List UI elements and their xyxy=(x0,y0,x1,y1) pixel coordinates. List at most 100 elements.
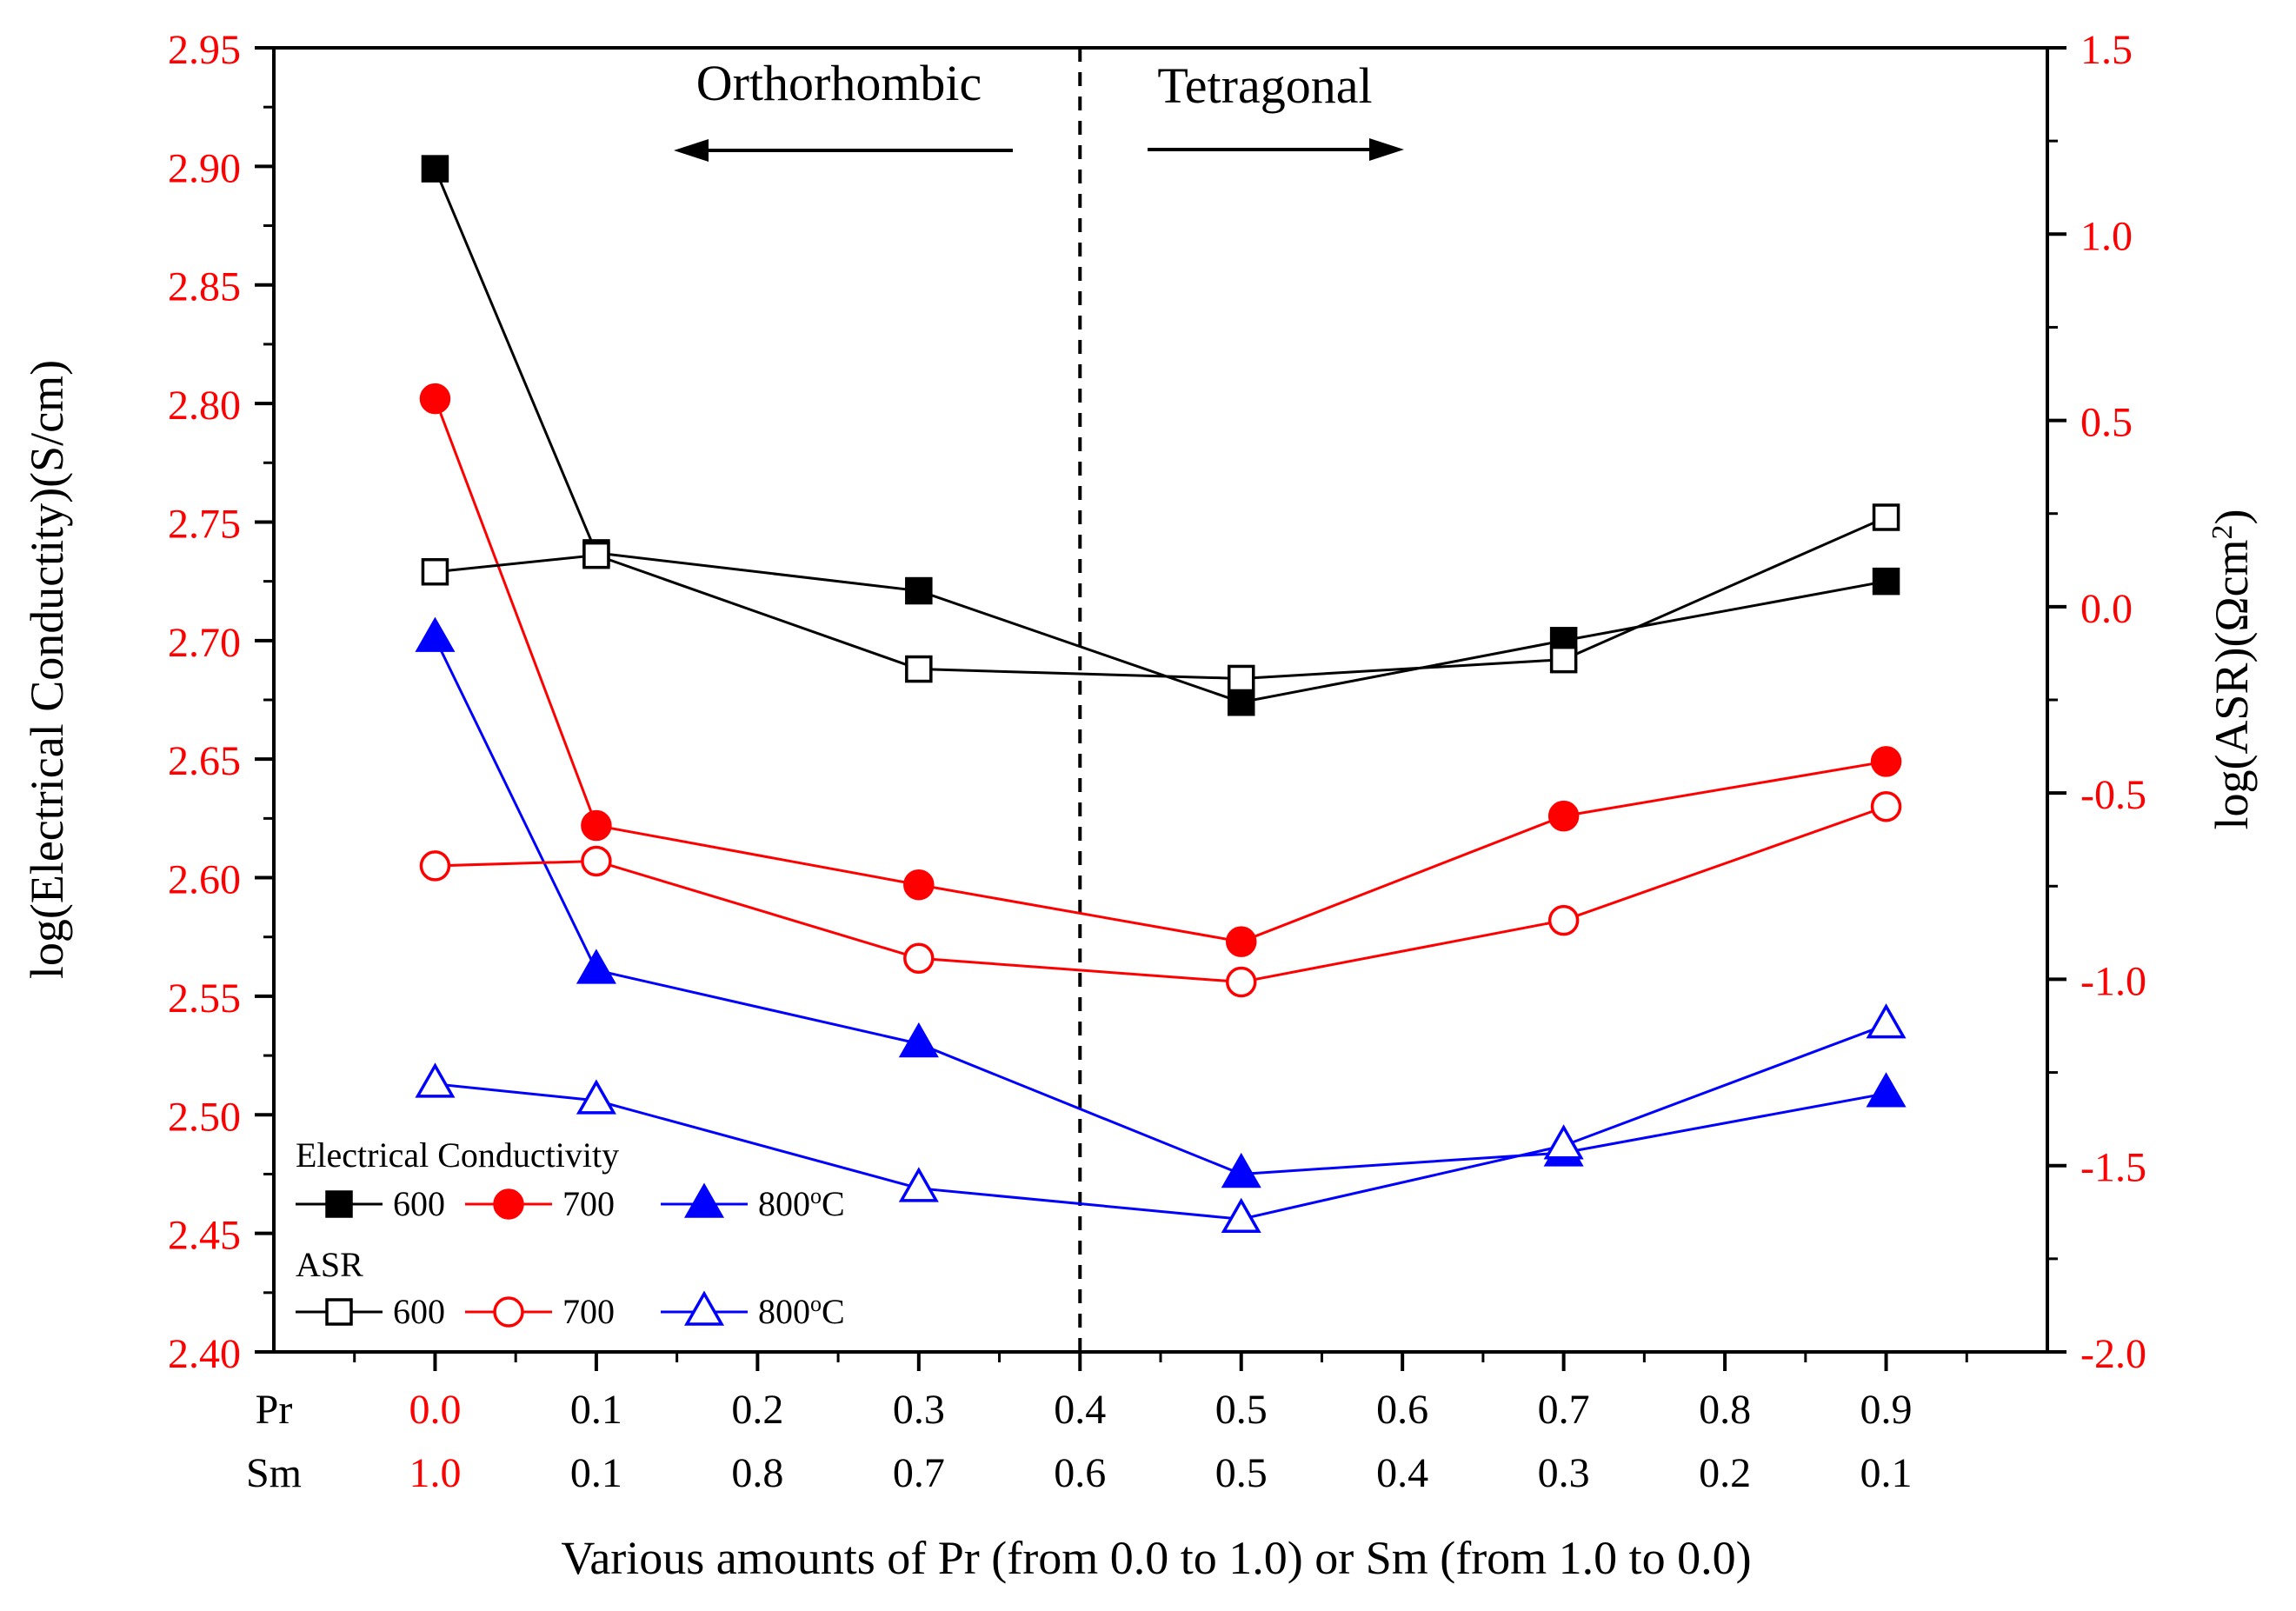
data-point xyxy=(905,576,933,605)
legend-label: 600 xyxy=(393,1292,445,1331)
data-point xyxy=(419,383,451,415)
data-point xyxy=(1543,1124,1584,1160)
data-point xyxy=(1221,1152,1261,1188)
data-point xyxy=(903,869,935,901)
series-asr-700 xyxy=(419,790,1902,998)
y-left-tick-label: 2.90 xyxy=(168,145,241,191)
y-right-tick-label: 0.0 xyxy=(2080,586,2133,632)
x-tick-label-pr: 0.3 xyxy=(893,1387,945,1433)
x-tick-label-pr: 0.5 xyxy=(1215,1387,1268,1433)
legend-marker xyxy=(325,1190,353,1218)
y-left-tick-label: 2.85 xyxy=(168,264,241,310)
series-layer xyxy=(415,155,1907,1234)
x-tick-label-sm: 0.2 xyxy=(1699,1450,1751,1496)
series-electrical-conductivity-800 xyxy=(415,616,1907,1188)
legend-marker xyxy=(493,1296,524,1328)
pr-row-label: Pr xyxy=(256,1387,293,1433)
y-left-tick-label: 2.80 xyxy=(168,383,241,429)
data-point xyxy=(1547,904,1580,936)
legend-marker xyxy=(493,1188,524,1220)
data-point xyxy=(905,655,933,683)
data-point xyxy=(576,949,616,984)
series-line xyxy=(435,1023,1887,1221)
data-point xyxy=(419,850,451,882)
annotations: Orthorhombic Tetragonal xyxy=(674,48,1404,1352)
y-left-tick-label: 2.40 xyxy=(168,1331,241,1377)
y-right-tick-label: -1.5 xyxy=(2080,1145,2146,1191)
x-tick-label-sm: 0.8 xyxy=(731,1450,783,1496)
y-right-tick-label: 0.5 xyxy=(2080,400,2133,446)
x-tick-label-pr: 0.7 xyxy=(1538,1387,1590,1433)
x-tick-label-sm: 0.7 xyxy=(893,1450,945,1496)
series-line xyxy=(434,637,1887,1175)
left-y-axis: 2.40 2.45 2.50 2.55 2.60 2.65 2.70 2.75 2.80 2.85… xyxy=(168,27,274,1377)
data-point xyxy=(1227,688,1255,716)
data-point xyxy=(1866,1003,1907,1039)
series-line xyxy=(434,398,1887,943)
y-left-tick-label: 2.75 xyxy=(168,501,241,547)
data-point xyxy=(1225,966,1257,998)
data-point xyxy=(1225,926,1257,957)
legend-marker xyxy=(683,1290,725,1326)
x-axis: 0.0 1.0 0.1 0.1 0.2 0.8 0.3 0.7 0.4 0.6 0.5 0.5 0.6 0… xyxy=(246,1352,1968,1496)
right-y-axis: -2.0 -1.5 -1.0 -0.5 0.0 0.5 1.0 1.5 xyxy=(2047,27,2146,1377)
series-asr-800 xyxy=(415,1003,1907,1234)
data-point xyxy=(581,845,612,877)
x-tick-label-sm: 0.5 xyxy=(1215,1450,1268,1496)
y-right-label: log(ASR)(Ωcm2) xyxy=(2206,509,2258,829)
y-right-tick-label: -2.0 xyxy=(2080,1331,2146,1377)
x-tick-label-pr: 0.2 xyxy=(731,1387,783,1433)
tetragonal-arrowhead xyxy=(1369,138,1404,161)
data-point xyxy=(576,1079,616,1115)
data-point xyxy=(415,1062,456,1098)
y-left-label: log(Electrical Conductity)(S/cm) xyxy=(21,360,73,979)
x-tick-label-pr: 0.1 xyxy=(570,1387,622,1433)
legend-label: 600 xyxy=(393,1184,445,1223)
y-right-tick-label: 1.0 xyxy=(2080,213,2133,259)
data-point xyxy=(421,155,449,183)
data-point xyxy=(1870,790,1902,822)
legend-label: 800oC xyxy=(758,1291,845,1332)
tetragonal-label: Tetragonal xyxy=(1157,57,1372,114)
legend-title-asr: ASR xyxy=(296,1245,363,1284)
x-tick-label-sm: 0.6 xyxy=(1054,1450,1106,1496)
x-tick-label-sm: 0.3 xyxy=(1538,1450,1590,1496)
series-asr-600 xyxy=(421,503,1900,693)
x-tick-label-sm: 0.1 xyxy=(1860,1450,1913,1496)
data-point xyxy=(898,1167,939,1202)
data-point xyxy=(582,541,610,569)
y-right-label-main: log(ASR)(Ωcm xyxy=(2206,539,2258,829)
x-tick-label-sm: 0.1 xyxy=(570,1450,622,1496)
data-point xyxy=(898,1022,939,1058)
sm-row-label: Sm xyxy=(246,1450,302,1496)
data-point xyxy=(421,557,449,586)
x-tick-label-pr: 0.9 xyxy=(1860,1387,1913,1433)
legend-label: 700 xyxy=(562,1292,615,1331)
data-point xyxy=(1866,1072,1907,1108)
orthorhombic-arrowhead xyxy=(674,139,709,162)
x-axis-label: Various amounts of Pr (from 0.0 to 1.0) … xyxy=(561,1532,1751,1584)
series-line xyxy=(434,168,1887,704)
y-right-tick-label: -0.5 xyxy=(2080,772,2146,818)
series-line xyxy=(435,516,1887,680)
legend-marker xyxy=(683,1182,725,1218)
y-right-label-sup: 2 xyxy=(2206,524,2239,539)
y-left-tick-label: 2.45 xyxy=(168,1213,241,1259)
data-point xyxy=(1547,800,1580,832)
legend-label: 800oC xyxy=(758,1183,845,1224)
data-point xyxy=(581,809,612,842)
x-tick-label-pr: 0.6 xyxy=(1376,1387,1428,1433)
series-electrical-conductivity-600 xyxy=(421,155,1900,716)
x-tick-label-sm: 0.4 xyxy=(1376,1450,1428,1496)
data-point xyxy=(415,616,456,652)
data-point xyxy=(1227,664,1255,693)
y-left-tick-label: 2.70 xyxy=(168,620,241,666)
data-point xyxy=(1872,503,1900,531)
y-left-tick-label: 2.60 xyxy=(168,857,241,903)
series-line xyxy=(435,805,1887,984)
y-right-tick-label: -1.0 xyxy=(2080,958,2146,1004)
legend-marker xyxy=(325,1298,353,1326)
data-point xyxy=(1549,645,1578,674)
y-right-tick-label: 1.5 xyxy=(2080,27,2133,73)
